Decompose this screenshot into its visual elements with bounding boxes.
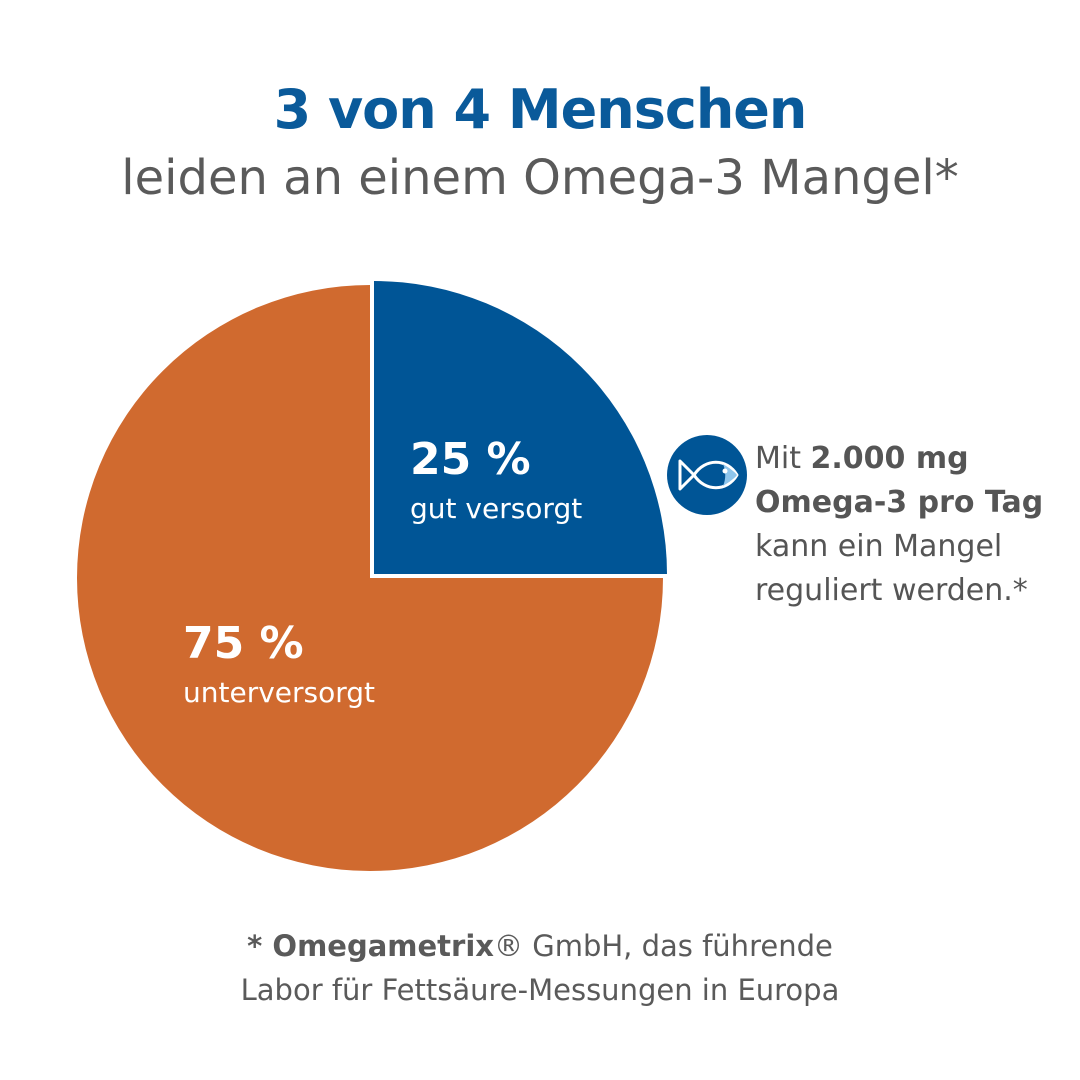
slice-category-label: gut versorgt (410, 492, 582, 525)
chart-subtitle: leiden an einem Omega-3 Mangel* (121, 150, 959, 206)
slice-value-label: 75 % (183, 618, 304, 669)
dosage-note: Mit 2.000 mg Omega-3 pro Tag kann ein Ma… (755, 437, 1055, 613)
note-line-3: kann ein Mangel (755, 529, 1003, 564)
footnote-line-2: Labor für Fettsäure-Messungen in Europa (240, 973, 840, 1007)
pie-slices (77, 281, 667, 871)
chart-title: 3 von 4 Menschen (273, 78, 808, 141)
slice-value-label: 25 % (410, 434, 531, 485)
pie-slice-gut-versorgt (373, 281, 667, 575)
footnote-line-1: * Omegametrix® GmbH, das führende (247, 929, 833, 963)
note-line-2: Omega-3 pro Tag (755, 485, 1044, 520)
fish-icon (667, 435, 747, 515)
pie-slice-unterversorgt (77, 285, 663, 871)
source-footnote: * Omegametrix® GmbH, das führende Labor … (0, 924, 1080, 1012)
pie-labels: 25 % gut versorgt 75 % unterversorgt (183, 434, 582, 709)
note-line-4: reguliert werden.* (755, 573, 1028, 608)
note-line-1: Mit 2.000 mg (755, 441, 969, 476)
slice-category-label: unterversorgt (183, 676, 375, 709)
